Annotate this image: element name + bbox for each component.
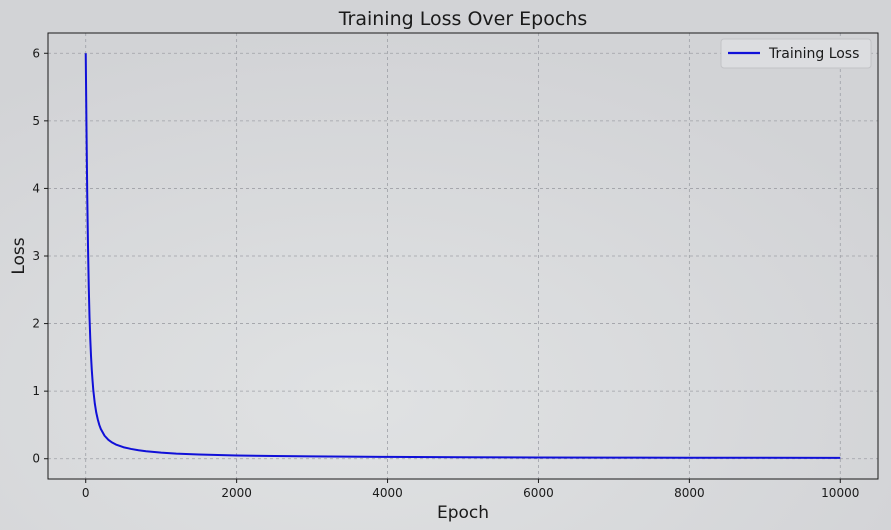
grid [48, 33, 878, 479]
x-tick-label: 4000 [372, 486, 403, 500]
x-tick-label: 2000 [221, 486, 252, 500]
x-tick-label: 6000 [523, 486, 554, 500]
x-tick-label: 8000 [674, 486, 705, 500]
legend-box [720, 38, 872, 69]
y-tick-label: 4 [32, 181, 40, 195]
y-tick-label: 5 [32, 114, 40, 128]
y-tick-label: 1 [32, 384, 40, 398]
y-tick-label: 6 [32, 46, 40, 60]
axes: 0 2000 4000 6000 8000 10000 0 1 2 3 4 5 6 [32, 32, 879, 500]
y-tick-label: 0 [32, 452, 40, 466]
x-tick-label: 0 [82, 486, 90, 500]
x-tick-label: 10000 [821, 486, 859, 500]
series-layer [84, 53, 841, 459]
x-axis-title: Epoch [437, 503, 489, 523]
legend: Training Loss [720, 38, 872, 69]
y-tick-label: 2 [32, 317, 40, 331]
series-line-training-loss [84, 53, 841, 459]
chart-title: Training Loss Over Epochs [338, 8, 588, 30]
legend-label-training-loss: Training Loss [768, 46, 859, 62]
y-axis-title: Loss [9, 237, 29, 274]
y-tick-label: 3 [32, 249, 40, 263]
